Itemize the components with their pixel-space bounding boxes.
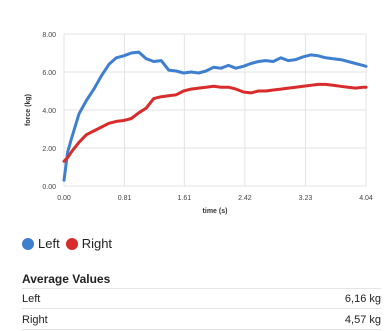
y-tick-label: 6.00	[42, 70, 56, 77]
series-line-left	[62, 50, 368, 182]
y-axis-label: force (kg)	[25, 94, 32, 126]
x-axis-label: time (s)	[203, 208, 228, 215]
x-tick-label: 0.81	[118, 195, 132, 202]
y-tick-label: 4.00	[42, 108, 56, 115]
x-tick-label: 4.04	[359, 195, 373, 202]
average-value-left: 6,16 kg	[344, 293, 381, 305]
average-label-right: Right	[22, 314, 48, 326]
average-label-left: Left	[22, 293, 41, 305]
x-tick-label: 0.00	[57, 195, 71, 202]
average-value-right: 4,57 kg	[344, 314, 381, 326]
x-tick-label: 3.23	[299, 195, 313, 202]
y-tick-label: 2.00	[42, 146, 56, 153]
series-line-right	[62, 82, 368, 163]
x-tick-label: 2.42	[238, 195, 252, 202]
chart-legend: Left Right	[22, 236, 112, 251]
chart-area: 0.00 2.00 4.00 6.00 8.00 0.00 0.81 1.61 2.42 3.23…	[25, 32, 373, 215]
legend-label-right: Right	[81, 236, 113, 251]
divider	[22, 329, 381, 330]
average-row-right: Right 4,57 kg	[22, 314, 381, 326]
legend-dot-right-icon	[65, 237, 78, 250]
y-tick-label: 8.00	[42, 32, 56, 39]
divider	[22, 308, 381, 309]
average-values-title: Average Values	[22, 272, 111, 286]
legend-item-left[interactable]: Left	[22, 236, 60, 251]
x-tick-label: 1.61	[178, 195, 192, 202]
y-tick-label: 0.00	[42, 184, 56, 191]
legend-item-right[interactable]: Right	[65, 236, 113, 251]
legend-dot-left-icon	[22, 237, 34, 250]
average-row-left: Left 6,16 kg	[22, 293, 381, 305]
force-line-chart: 0.00 2.00 4.00 6.00 8.00 0.00 0.81 1.61 2.42 3.23…	[25, 32, 373, 215]
legend-label-left: Left	[38, 236, 60, 251]
divider	[22, 288, 381, 289]
